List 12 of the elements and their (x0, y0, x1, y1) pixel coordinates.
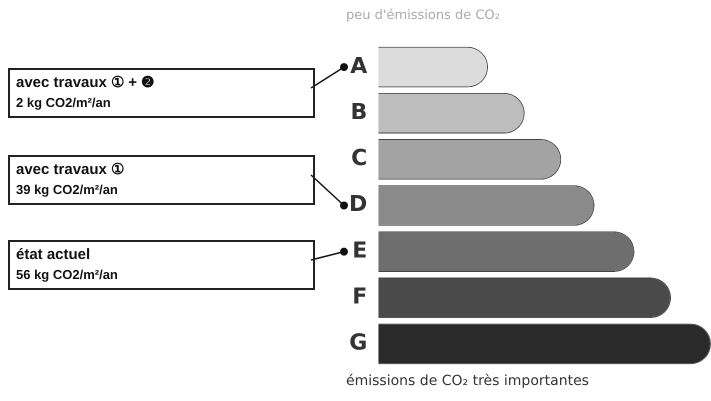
y-tick-label: E (352, 238, 368, 264)
y-tick-label: C (351, 146, 368, 172)
y-tick-label: A (350, 54, 368, 79)
y-tick-label: F (352, 284, 368, 310)
text: avec travaux ① 39 kg CO2/m²/an (16, 160, 126, 199)
text: avec travaux ① + ❷ 2 kg CO2/m²/an (16, 73, 156, 112)
text: état actuel 56 kg CO2/m²/an (16, 245, 119, 284)
text: peu d'émissions de CO₂ (346, 8, 500, 23)
y-tick-label: D (348, 192, 368, 218)
y-tick-label: G (349, 330, 368, 356)
annotation: émissions de CO₂ très importantes (346, 373, 589, 389)
y-tick-label: B (350, 100, 368, 125)
